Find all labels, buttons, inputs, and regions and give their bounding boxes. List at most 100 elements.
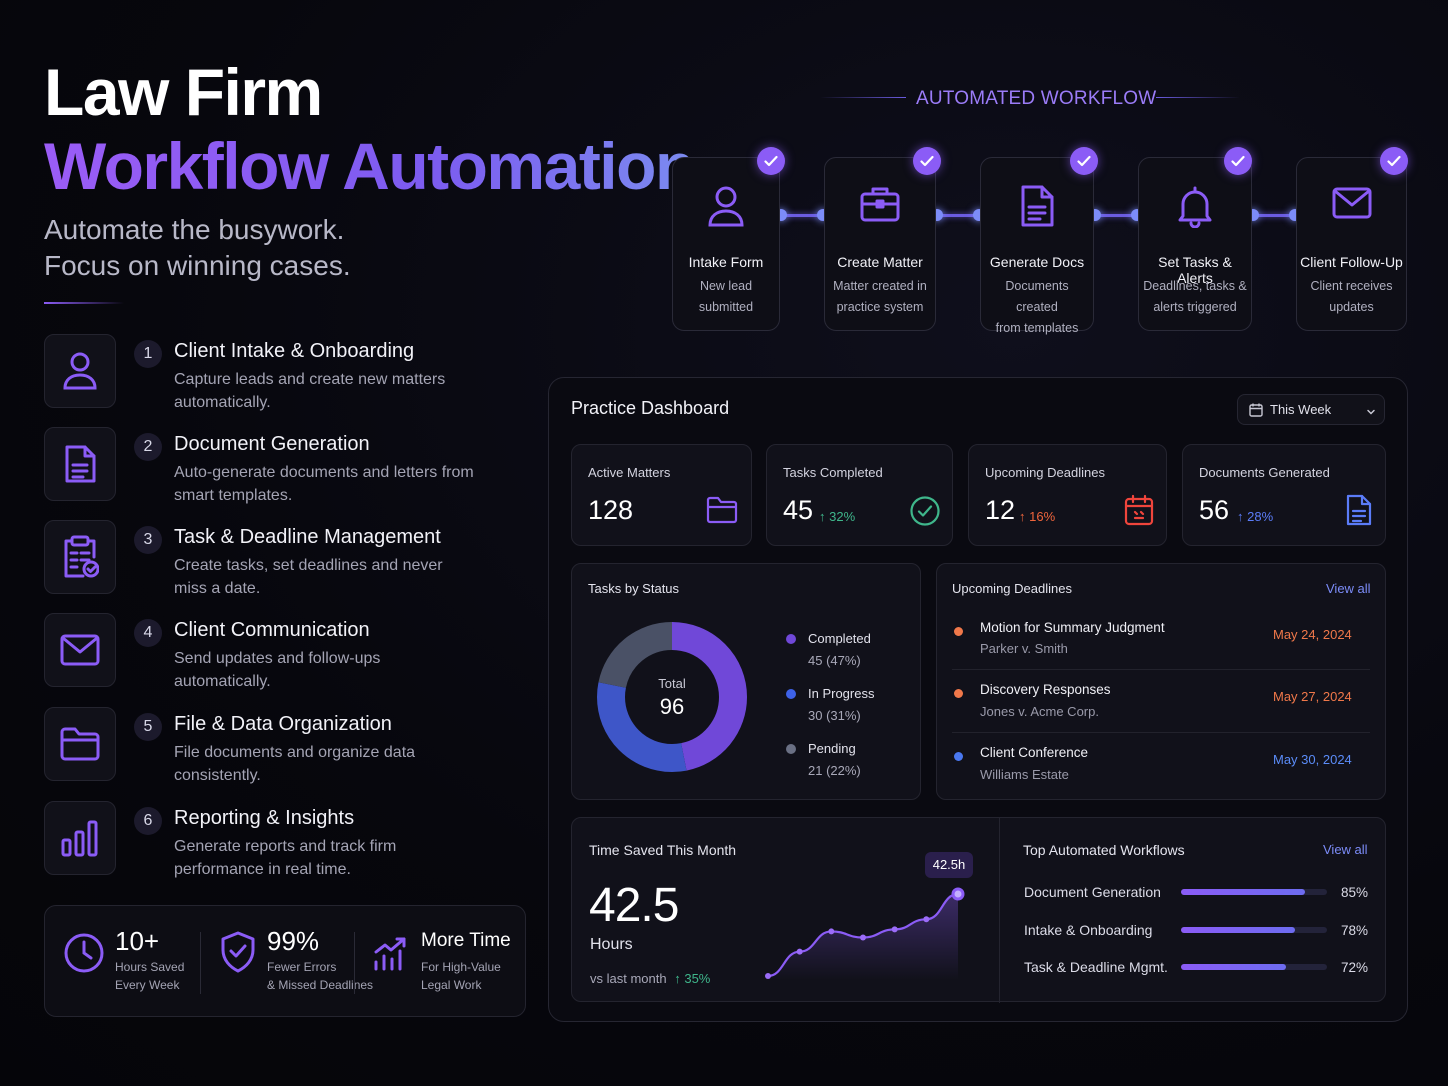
kpi-documents-generated[interactable]: Documents Generated 56 ↑ 28% xyxy=(1182,444,1386,546)
deadline-title[interactable]: Discovery Responses xyxy=(980,682,1111,697)
period-select-value: This Week xyxy=(1270,402,1332,417)
workflow-bar-track xyxy=(1181,927,1327,933)
kpi-value: 12 xyxy=(985,495,1016,525)
feature-description: Capture leads and create new matters aut… xyxy=(174,371,446,411)
compare-label: vs last month xyxy=(590,971,667,986)
hero-subtitle-line1: Automate the busywork. xyxy=(44,214,345,245)
check-circle-icon xyxy=(909,495,941,532)
workflow-step-set-tasks[interactable]: Set Tasks & Alerts Deadlines, tasks & al… xyxy=(1138,157,1252,331)
workflow-step-description: Client receives updates xyxy=(1301,276,1402,318)
feature-description: Generate reports and track firm performa… xyxy=(174,838,397,878)
user-icon xyxy=(44,334,116,408)
heading-rule-right xyxy=(1156,97,1240,98)
feature-file-data[interactable]: 5 File & Data Organization File document… xyxy=(44,707,514,787)
feature-document-generation[interactable]: 2 Document Generation Auto-generate docu… xyxy=(44,427,514,507)
donut-segment-in-progress xyxy=(597,622,747,772)
legend-name: Pending xyxy=(808,741,856,756)
workflow-connector xyxy=(936,214,980,217)
feature-title: Reporting & Insights xyxy=(174,807,355,829)
workflow-step-create-matter[interactable]: Create Matter Matter created in practice… xyxy=(824,157,936,331)
feature-number: 3 xyxy=(134,526,162,554)
donut-total-label: Total xyxy=(658,676,686,691)
deadline-priority-dot xyxy=(954,689,963,698)
step-desc-line1: New lead xyxy=(699,279,753,293)
stat-caption-line2: Every Week xyxy=(115,978,180,992)
step-desc-line1: Documents created xyxy=(1005,279,1069,314)
upcoming-deadlines-card: Upcoming Deadlines View all Motion for S… xyxy=(936,563,1386,800)
deadline-date: May 24, 2024 xyxy=(1273,627,1352,642)
feature-task-deadline[interactable]: 3 Task & Deadline Management Create task… xyxy=(44,520,514,600)
workflow-heading: AUTOMATED WORKFLOW xyxy=(820,86,1240,110)
clipboard-check-icon xyxy=(44,520,116,594)
period-select[interactable]: This Week xyxy=(1237,394,1385,425)
line-area-fill xyxy=(768,894,958,980)
feature-client-communication[interactable]: 4 Client Communication Send updates and … xyxy=(44,613,514,693)
line-point xyxy=(923,916,930,923)
stat-caption: Hours Saved Every Week xyxy=(115,958,235,994)
document-icon xyxy=(981,184,1093,228)
feature-title: Client Intake & Onboarding xyxy=(174,340,415,362)
workflow-step-title: Generate Docs xyxy=(989,254,1085,270)
upcoming-deadlines-label: Upcoming Deadlines xyxy=(952,581,1072,596)
check-icon xyxy=(1380,147,1408,175)
mail-icon xyxy=(44,613,116,687)
deadline-title[interactable]: Motion for Summary Judgment xyxy=(980,620,1165,635)
workflow-step-title: Client Follow-Up xyxy=(1300,254,1403,270)
kpi-label: Documents Generated xyxy=(1199,465,1330,480)
kpi-active-matters[interactable]: Active Matters 128 xyxy=(571,444,752,546)
time-saved-compare: vs last month ↑ 35% xyxy=(590,971,710,986)
row-divider xyxy=(952,669,1370,670)
stat-caption-line2: Legal Work xyxy=(421,978,482,992)
workflow-step-description: New lead submitted xyxy=(677,276,775,318)
user-icon xyxy=(673,184,779,228)
deadline-case: Parker v. Smith xyxy=(980,641,1068,656)
check-icon xyxy=(1224,147,1252,175)
feature-client-intake[interactable]: 1 Client Intake & Onboarding Capture lea… xyxy=(44,334,514,414)
folder-icon xyxy=(706,495,738,530)
deadline-date: May 27, 2024 xyxy=(1273,689,1352,704)
workflow-step-client-follow-up[interactable]: Client Follow-Up Client receives updates xyxy=(1296,157,1407,331)
workflow-bar-percent: 72% xyxy=(1341,960,1369,975)
kpi-tasks-completed[interactable]: Tasks Completed 45 ↑ 32% xyxy=(766,444,953,546)
deadline-title[interactable]: Client Conference xyxy=(980,745,1089,760)
kpi-delta: ↑ 16% xyxy=(1019,509,1056,524)
deadlines-view-all-link[interactable]: View all xyxy=(1326,581,1371,596)
dashboard-title: Practice Dashboard xyxy=(571,398,730,418)
stat-caption: For High-Value Legal Work xyxy=(421,958,541,994)
workflow-step-description: Deadlines, tasks & alerts triggered xyxy=(1143,276,1247,318)
feature-reporting[interactable]: 6 Reporting & Insights Generate reports … xyxy=(44,801,514,881)
document-icon xyxy=(44,427,116,501)
kpi-upcoming-deadlines[interactable]: Upcoming Deadlines 12 ↑ 16% xyxy=(968,444,1167,546)
kpi-value: 128 xyxy=(588,495,634,525)
hero-title-line1: Law Firm xyxy=(44,55,323,129)
feature-number: 5 xyxy=(134,713,162,741)
workflow-step-generate-docs[interactable]: Generate Docs Documents created from tem… xyxy=(980,157,1094,335)
stat-caption-line1: Hours Saved xyxy=(115,960,185,974)
feature-title: Document Generation xyxy=(174,433,370,455)
workflow-step-title: Create Matter xyxy=(837,254,923,270)
hero-title-line2: Workflow Automation xyxy=(44,129,695,203)
deadline-case: Jones v. Acme Corp. xyxy=(980,704,1099,719)
folder-icon xyxy=(44,707,116,781)
line-point xyxy=(891,926,898,933)
workflow-step-intake-form[interactable]: Intake Form New lead submitted xyxy=(672,157,780,331)
hero-subtitle: Automate the busywork. Focus on winning … xyxy=(44,212,351,284)
check-icon xyxy=(757,147,785,175)
briefcase-icon xyxy=(825,184,935,224)
stat-caption: Fewer Errors & Missed Deadlines xyxy=(267,958,387,994)
workflow-bar-track xyxy=(1181,889,1327,895)
stat-more-time: More Time For High-Value Legal Work xyxy=(373,906,523,1018)
kpi-delta-value: 16% xyxy=(1029,509,1056,524)
step-desc-line1: Deadlines, tasks & xyxy=(1143,279,1247,293)
peak-value-tooltip: 42.5h xyxy=(925,852,973,878)
step-desc-line2: from templates xyxy=(995,321,1079,335)
workflows-view-all-link[interactable]: View all xyxy=(1323,842,1368,857)
workflow-bar-track xyxy=(1181,964,1327,970)
section-divider xyxy=(999,818,1000,1003)
time-saved-and-workflows-card: Time Saved This Month 42.5 Hours vs last… xyxy=(571,817,1386,1003)
line-point xyxy=(860,934,866,941)
workflow-bar-name: Task & Deadline Mgmt. xyxy=(1024,959,1168,975)
check-icon xyxy=(1070,147,1098,175)
legend-value: 30 (31%) xyxy=(808,708,861,723)
kpi-value: 56 xyxy=(1199,495,1230,525)
